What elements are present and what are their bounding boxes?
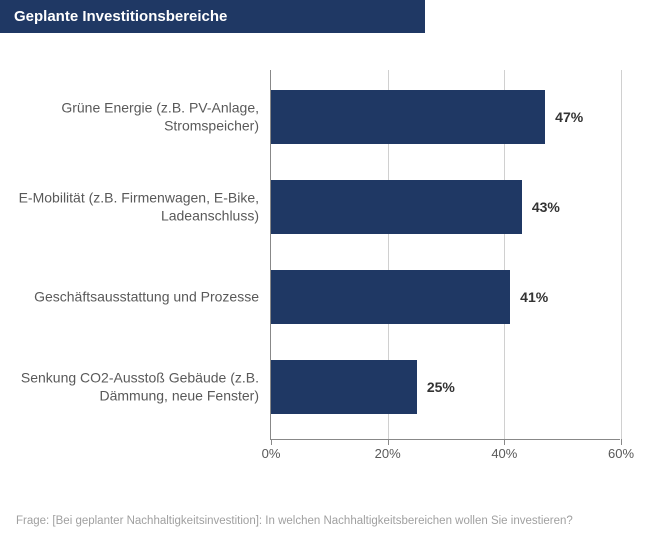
footnote-text: Frage: [Bei geplanter Nachhaltigkeitsinv… <box>16 515 573 527</box>
x-axis-label: 0% <box>262 446 281 461</box>
x-tick <box>621 439 622 445</box>
chart-title: Geplante Investitionsbereiche <box>14 8 227 25</box>
bar: 25% <box>271 360 417 414</box>
bar-row: Grüne Energie (z.B. PV-Anlage, Stromspei… <box>271 90 620 144</box>
bar: 47% <box>271 90 545 144</box>
chart-title-bar: Geplante Investitionsbereiche <box>0 0 425 33</box>
x-tick <box>504 439 505 445</box>
bar: 41% <box>271 270 510 324</box>
plot-region: 0%20%40%60%Grüne Energie (z.B. PV-Anlage… <box>270 70 620 440</box>
value-label: 41% <box>520 289 548 305</box>
gridline <box>621 70 622 439</box>
x-axis-label: 60% <box>608 446 634 461</box>
x-tick <box>388 439 389 445</box>
bar-row: E-Mobilität (z.B. Firmenwagen, E-Bike, L… <box>271 180 620 234</box>
bar-row: Geschäftsausstattung und Prozesse41% <box>271 270 620 324</box>
category-label: Senkung CO2-Ausstoß Gebäude (z.B. Dämmun… <box>9 370 259 405</box>
chart-area: 0% 20% 40% 60% Grüne Energie (z.B. PV-Anlage… <box>0 50 660 480</box>
x-axis-label: 40% <box>491 446 517 461</box>
category-label: Grüne Energie (z.B. PV-Anlage, Stromspei… <box>9 100 259 135</box>
value-label: 47% <box>555 109 583 125</box>
value-label: 25% <box>427 379 455 395</box>
bar-row: Senkung CO2-Ausstoß Gebäude (z.B. Dämmun… <box>271 360 620 414</box>
category-label: E-Mobilität (z.B. Firmenwagen, E-Bike, L… <box>9 190 259 225</box>
bar: 43% <box>271 180 522 234</box>
x-axis-label: 20% <box>375 446 401 461</box>
x-tick <box>271 439 272 445</box>
value-label: 43% <box>532 199 560 215</box>
category-label: Geschäftsausstattung und Prozesse <box>9 288 259 306</box>
